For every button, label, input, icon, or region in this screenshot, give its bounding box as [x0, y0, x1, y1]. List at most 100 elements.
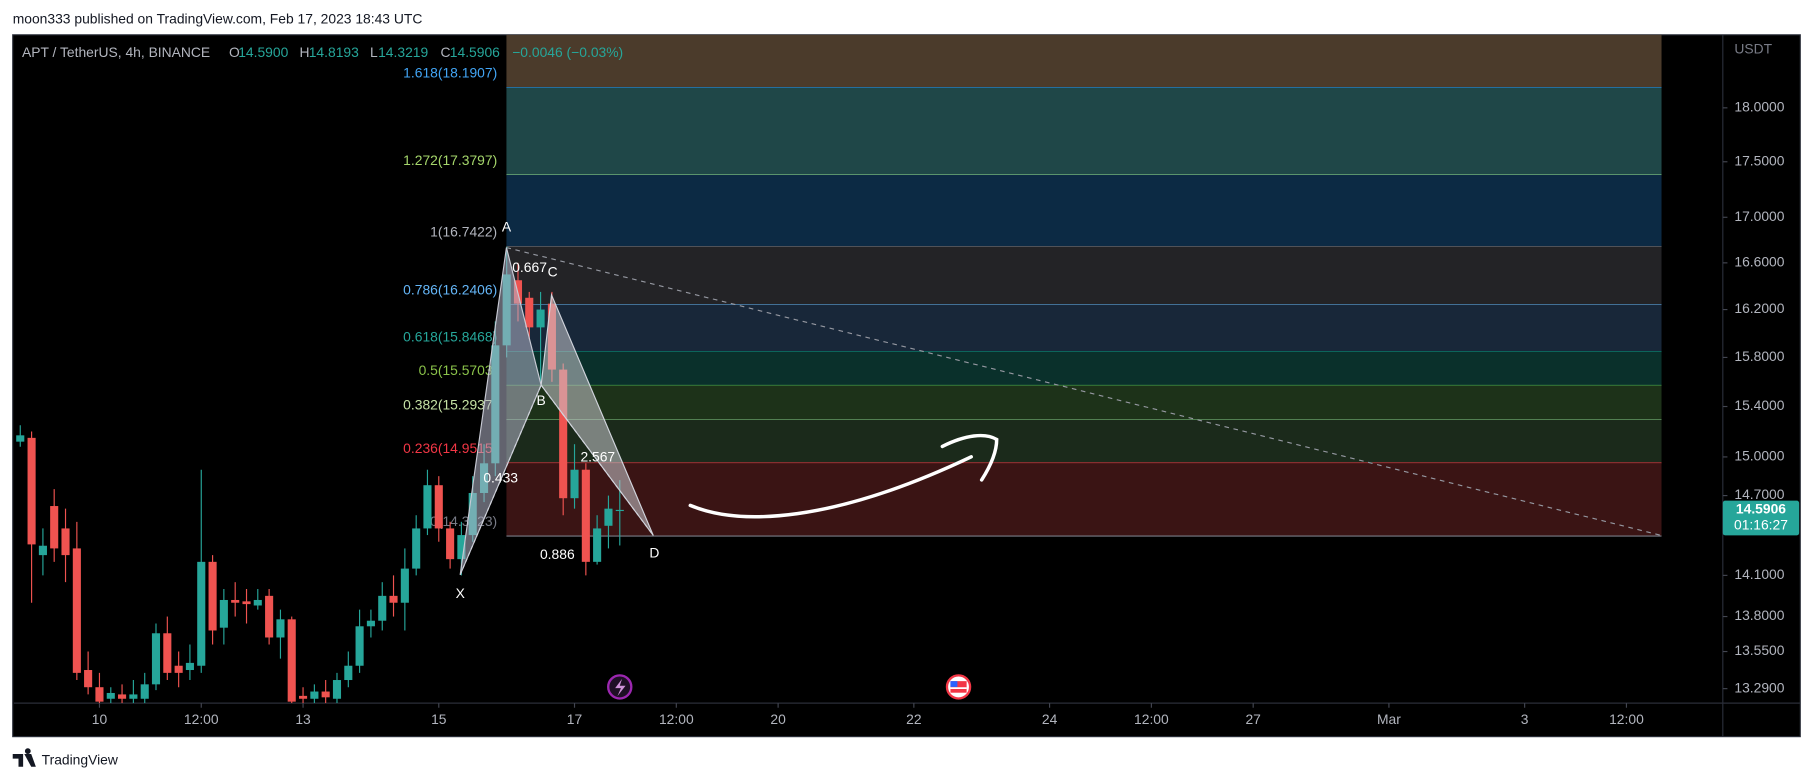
fib-band	[506, 174, 1662, 247]
candle-body	[140, 684, 149, 699]
candle-body	[95, 687, 104, 702]
ohlc-value: 14.3219	[378, 44, 428, 60]
ratio-label: 2.567	[580, 449, 615, 465]
arrow-drawing	[688, 433, 999, 519]
pattern-xab	[459, 247, 542, 575]
flag-canton[interactable]	[950, 681, 958, 687]
candle-body	[72, 548, 81, 673]
candle-body	[615, 509, 624, 512]
y-tick-label: 13.5500	[1734, 642, 1784, 658]
x-tick-label: 13	[295, 711, 311, 727]
footer: TradingView	[12, 748, 119, 768]
fib-label: 1.618(18.1907)	[403, 64, 497, 80]
candle-body	[400, 568, 409, 603]
candle-body	[321, 691, 330, 698]
y-tick-label: 16.6000	[1734, 254, 1784, 270]
harmonic-pattern: X A B C D 0.433 0.667 2.567 0.886	[456, 219, 660, 602]
price-label-box	[1722, 500, 1800, 536]
candle-body	[299, 695, 308, 699]
y-tick-label: 14.7000	[1734, 486, 1784, 502]
candle-body	[423, 485, 432, 529]
ohlc-value: 14.5906	[450, 44, 500, 60]
candle-body	[559, 369, 568, 499]
candle-body	[525, 297, 534, 328]
fib-retracement: 1.618(18.1907) 1.272(17.3797) 1(16.7422) 0.…	[403, 34, 1662, 537]
fib-label: 0.786(16.2406)	[403, 282, 497, 298]
fib-band	[506, 34, 1662, 88]
candle-body	[355, 626, 364, 666]
candle-body	[231, 599, 240, 603]
candle-body	[61, 528, 70, 556]
candle-body	[412, 528, 421, 569]
brand-name: TradingView	[42, 752, 119, 768]
price-change: −0.0046 (−0.03%)	[512, 44, 623, 60]
point-label: X	[456, 585, 465, 601]
x-tick-label: 20	[770, 711, 786, 727]
x-tick-label: 17	[567, 711, 583, 727]
candle-body	[536, 309, 545, 328]
countdown-label: 01:16:27	[1734, 517, 1788, 533]
candle-body	[197, 561, 206, 666]
candle-body	[163, 633, 172, 673]
point-label: D	[649, 545, 659, 561]
ratio-label: 0.667	[512, 259, 547, 275]
legend: APT / TetherUS, 4h, BINANCE O 14.5900 H …	[22, 44, 623, 60]
x-tick-label: 12:00	[659, 711, 694, 727]
candle-body	[344, 665, 353, 681]
flag-icon[interactable]	[950, 681, 967, 693]
candle-body	[332, 680, 342, 699]
y-tick-label: 13.8000	[1734, 607, 1784, 623]
candle-body	[366, 620, 375, 627]
event-icon[interactable]	[607, 674, 633, 700]
lightning-icon[interactable]	[615, 678, 626, 697]
candle-body	[84, 670, 93, 688]
y-tick-label: 15.8000	[1734, 348, 1784, 364]
candle-body	[581, 469, 590, 562]
ohlc-key: L	[370, 44, 378, 60]
point-label: A	[502, 219, 512, 235]
fib-label: 1.272(17.3797)	[403, 152, 497, 168]
candle-body	[253, 599, 262, 606]
x-tick-label: 10	[92, 711, 108, 727]
candle-body	[276, 619, 285, 638]
candle-body	[174, 665, 183, 673]
candle-body	[434, 485, 443, 529]
y-tick-label: 18.0000	[1734, 98, 1784, 114]
brand-logo	[12, 748, 36, 767]
fib-band	[506, 87, 1662, 175]
point-label: C	[548, 264, 558, 280]
candle-body	[118, 694, 127, 699]
candle-body	[38, 545, 47, 556]
candle-body	[129, 694, 138, 699]
candle-body	[310, 691, 319, 699]
y-tick-label: 17.0000	[1734, 208, 1784, 224]
x-tick-label: 3	[1521, 711, 1529, 727]
symbol-info: APT / TetherUS, 4h, BINANCE	[22, 44, 210, 60]
candle-body	[208, 561, 217, 631]
ohlc-key: H	[299, 44, 309, 60]
fib-label: 1(16.7422)	[430, 223, 497, 239]
y-tick-label: 17.5000	[1734, 152, 1784, 168]
candle-body	[242, 601, 251, 605]
economic-event-icon[interactable]	[945, 674, 972, 700]
x-tick-label: 12:00	[1134, 711, 1169, 727]
x-tick-label: 27	[1245, 711, 1261, 727]
price-label: 14.5906	[1736, 501, 1786, 517]
y-tick-label: 16.2000	[1734, 300, 1784, 316]
candle-body	[604, 508, 613, 526]
candle-body	[265, 595, 274, 638]
candle-body	[570, 469, 579, 499]
pattern-bcd	[540, 292, 654, 536]
fib-band	[506, 385, 1662, 420]
ratio-label: 0.433	[483, 469, 518, 485]
axes: 13.2900 13.5500 13.8000 14.1000 14.7000 15.00…	[92, 98, 1800, 727]
price-axis-unit: USDT	[1734, 40, 1772, 56]
fib-band	[506, 246, 1662, 305]
candle-body	[219, 599, 228, 628]
ohlc-value: 14.5900	[238, 44, 288, 60]
y-tick-label: 15.0000	[1734, 448, 1784, 464]
candle-body	[27, 437, 36, 545]
candle-body	[16, 435, 25, 442]
